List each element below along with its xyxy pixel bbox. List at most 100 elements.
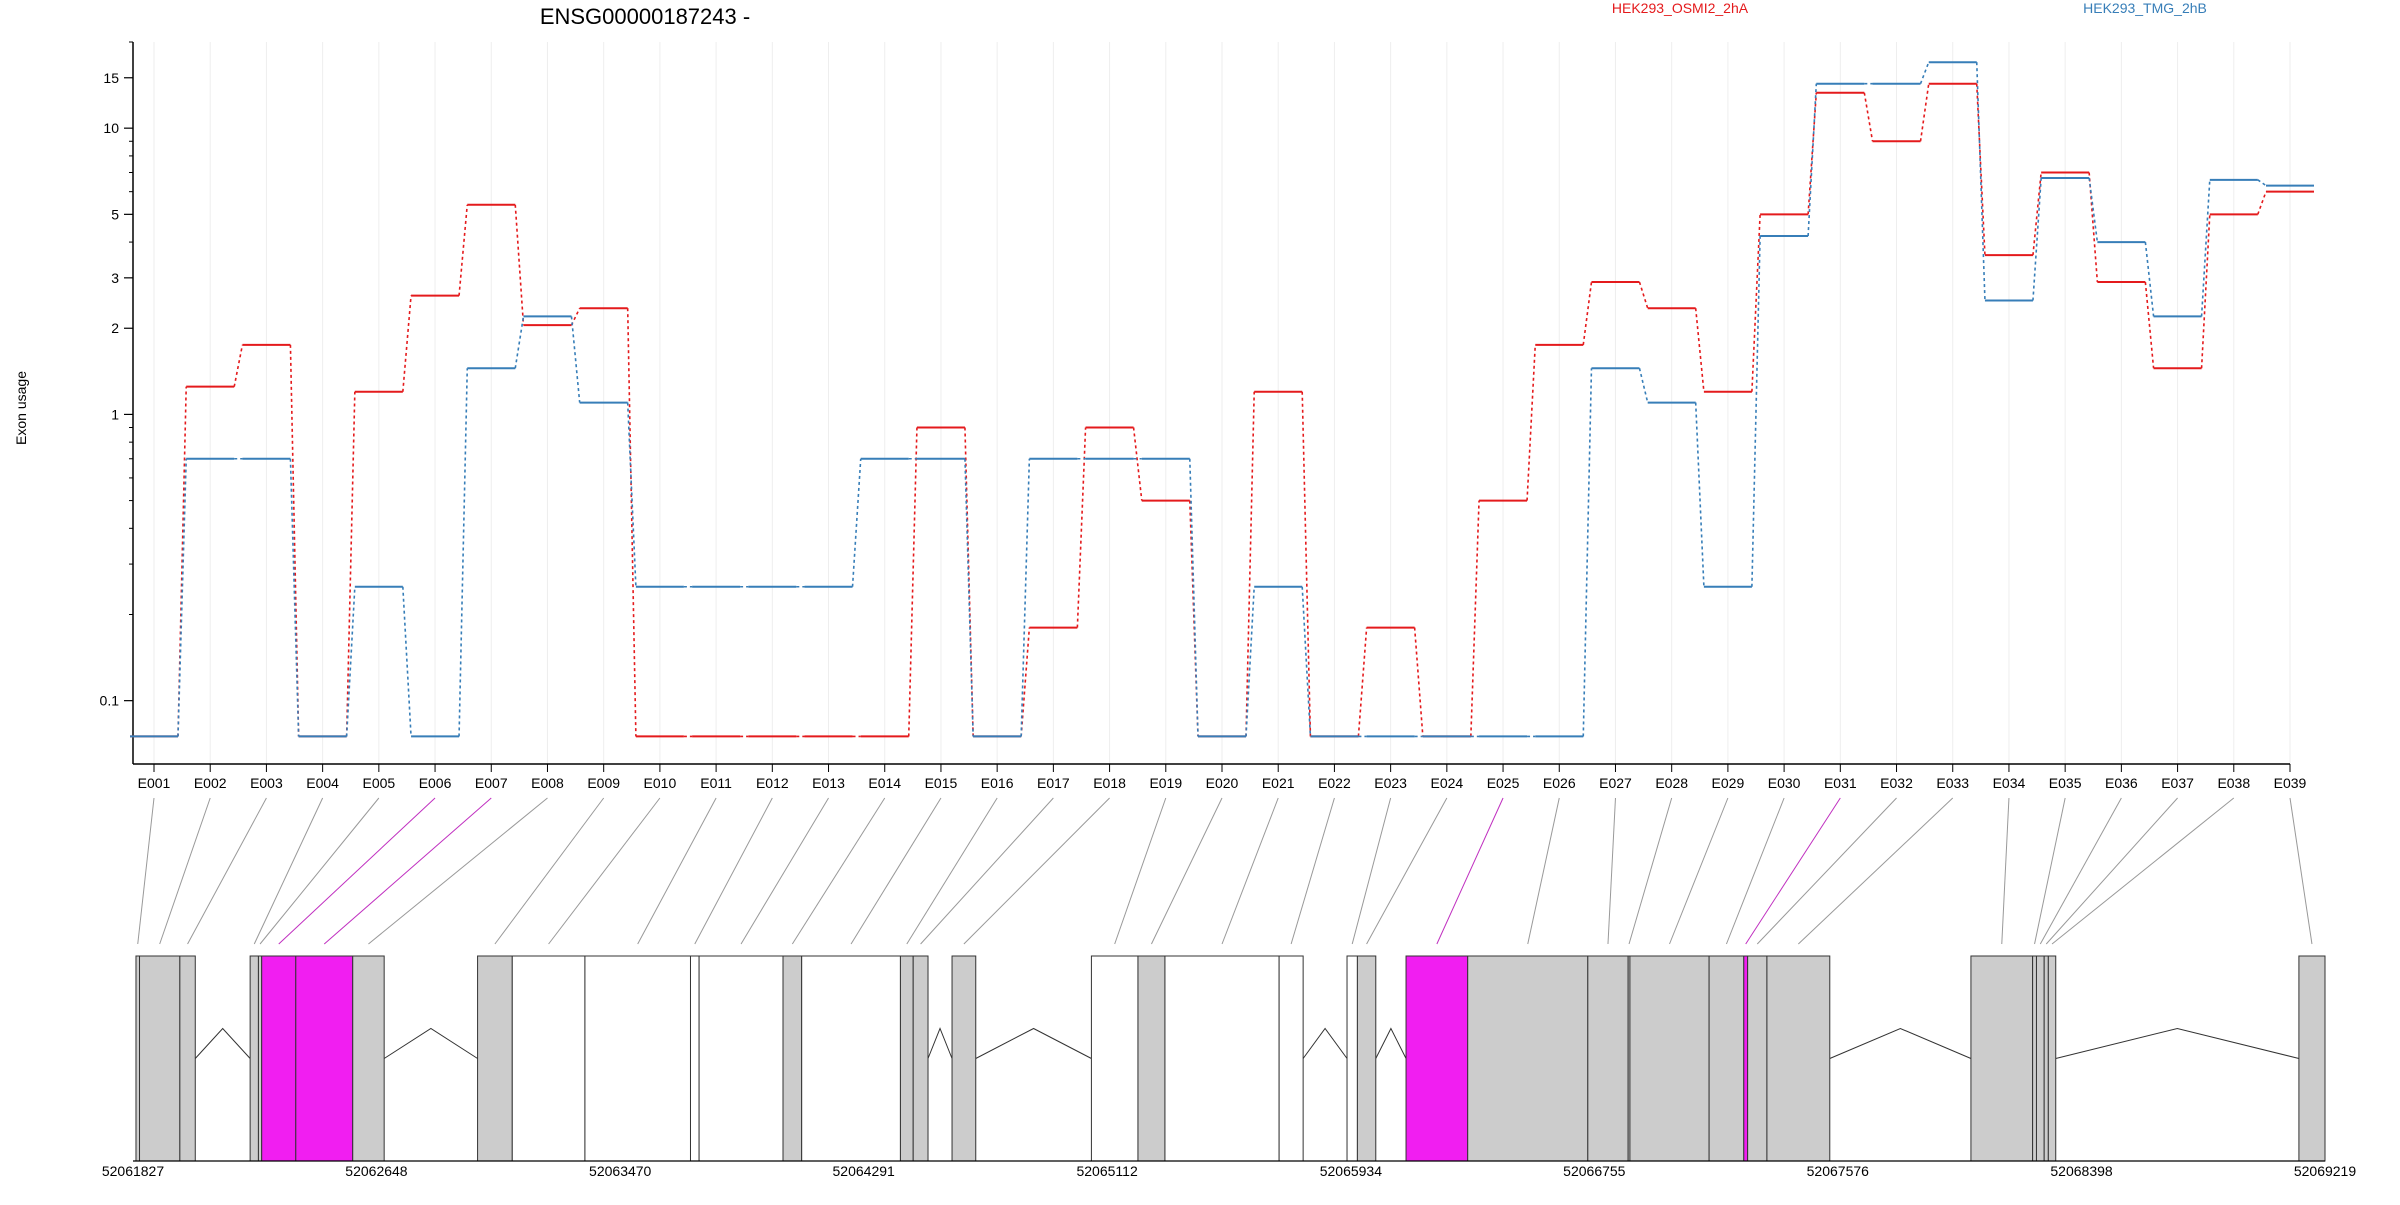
exon-e022	[1278, 955, 1304, 1162]
series-connector	[851, 458, 862, 587]
series-connector	[1132, 427, 1143, 501]
chart-title: ENSG00000187243 -	[540, 4, 750, 29]
exon-connector	[1607, 797, 1616, 945]
x-tick-label: E039	[2274, 775, 2307, 791]
x-tick-label: E010	[644, 775, 677, 791]
exon-connector	[1725, 797, 1785, 945]
x-tick-label: E004	[306, 775, 339, 791]
exon-e006	[261, 955, 297, 1162]
x-tick-label: E025	[1487, 775, 1520, 791]
intron	[194, 1027, 251, 1059]
exon-e038	[2047, 955, 2057, 1162]
series-connector	[177, 458, 188, 737]
genomic-tick-label: 52068398	[2050, 1163, 2113, 1179]
exon-connector	[368, 797, 548, 945]
x-tick-label: E011	[700, 775, 732, 791]
exon-e023	[1346, 955, 1358, 1162]
exon-e027	[1587, 955, 1629, 1162]
y-tick-label: 3	[111, 270, 119, 286]
series-connector	[1863, 92, 1874, 142]
exon-e008	[352, 955, 385, 1162]
series-connector	[1020, 458, 1031, 737]
series-connector	[289, 344, 300, 737]
y-tick-label: 5	[111, 206, 119, 222]
series-connector	[964, 427, 974, 737]
x-tick-label: E003	[250, 775, 283, 791]
exon-e031	[1743, 955, 1749, 1162]
exon-connector	[1527, 797, 1560, 945]
x-tick-label: E033	[1936, 775, 1969, 791]
series-connector	[626, 402, 637, 587]
exon-e020	[1137, 955, 1166, 1162]
y-tick-label: 1	[111, 406, 119, 422]
exon-connector	[1366, 797, 1448, 945]
exon-connector	[1669, 797, 1729, 945]
series-connector	[1413, 627, 1424, 737]
series-connector	[2088, 177, 2099, 243]
x-tick-label: E007	[475, 775, 508, 791]
x-tick-label: E016	[981, 775, 1014, 791]
exon-connector	[740, 797, 829, 945]
series-connector	[1301, 586, 1312, 737]
series-connector	[2032, 177, 2042, 301]
exon-connector	[920, 797, 1054, 945]
x-tick-label: E031	[1824, 775, 1857, 791]
y-tick-label: 10	[103, 120, 119, 136]
x-tick-label: E022	[1318, 775, 1351, 791]
x-tick-label: E024	[1430, 775, 1463, 791]
x-tick-label: E029	[1712, 775, 1745, 791]
x-tick-label: E005	[362, 775, 395, 791]
legend-label-tmg: HEK293_TMG_2hB	[2083, 0, 2207, 16]
series-connector	[2200, 214, 2211, 369]
series-connector	[1582, 281, 1593, 345]
y-tick-label: 15	[103, 70, 119, 86]
x-tick-label: E012	[756, 775, 789, 791]
series-connector	[1919, 83, 1930, 142]
exon-e025	[1405, 955, 1469, 1162]
exon-connector	[159, 797, 211, 945]
exon-e018	[951, 955, 977, 1162]
exon-connector	[1628, 797, 1673, 945]
series-connector	[1526, 344, 1537, 501]
series-connector	[570, 316, 581, 403]
exon-e009	[477, 955, 513, 1162]
exon-connector	[694, 797, 773, 945]
series-connector	[514, 204, 525, 326]
series-connector	[177, 386, 188, 737]
exon-connector	[2289, 797, 2313, 945]
exon-connector	[2039, 797, 2122, 945]
exon-e003	[179, 955, 196, 1162]
exon-e034	[1970, 955, 2034, 1162]
exon-connector	[1745, 797, 1841, 945]
exon-connector	[2045, 797, 2178, 945]
genomic-tick-label: 52069219	[2294, 1163, 2357, 1179]
exon-e036	[2035, 955, 2045, 1162]
series-connector	[907, 427, 918, 737]
x-tick-label: E019	[1149, 775, 1182, 791]
exon-e021	[1164, 955, 1280, 1162]
x-tick-label: E009	[587, 775, 620, 791]
series-connector	[1188, 458, 1199, 737]
x-tick-label: E038	[2217, 775, 2250, 791]
exon-e012	[689, 955, 700, 1162]
x-tick-label: E027	[1599, 775, 1632, 791]
exon-connector	[906, 797, 998, 945]
exon-connector	[548, 797, 661, 945]
series-connector	[2257, 191, 2267, 215]
y-tick-label: 2	[111, 320, 119, 336]
genomic-tick-label: 52065112	[1076, 1163, 1137, 1179]
series-connector	[1807, 92, 1818, 215]
exon-e037	[2043, 955, 2049, 1162]
exon-connector	[1436, 797, 1504, 945]
exon-connector	[850, 797, 942, 945]
exon-e014	[782, 955, 803, 1162]
genomic-tick-label: 52065934	[1320, 1163, 1383, 1179]
intron	[2055, 1027, 2300, 1059]
series-connector	[1975, 62, 1986, 301]
series-connector	[1638, 281, 1649, 309]
series-connector	[2144, 281, 2155, 369]
exon-e001	[135, 955, 141, 1162]
x-tick-label: E035	[2049, 775, 2082, 791]
series-connector	[1694, 308, 1705, 392]
intron	[975, 1027, 1092, 1059]
